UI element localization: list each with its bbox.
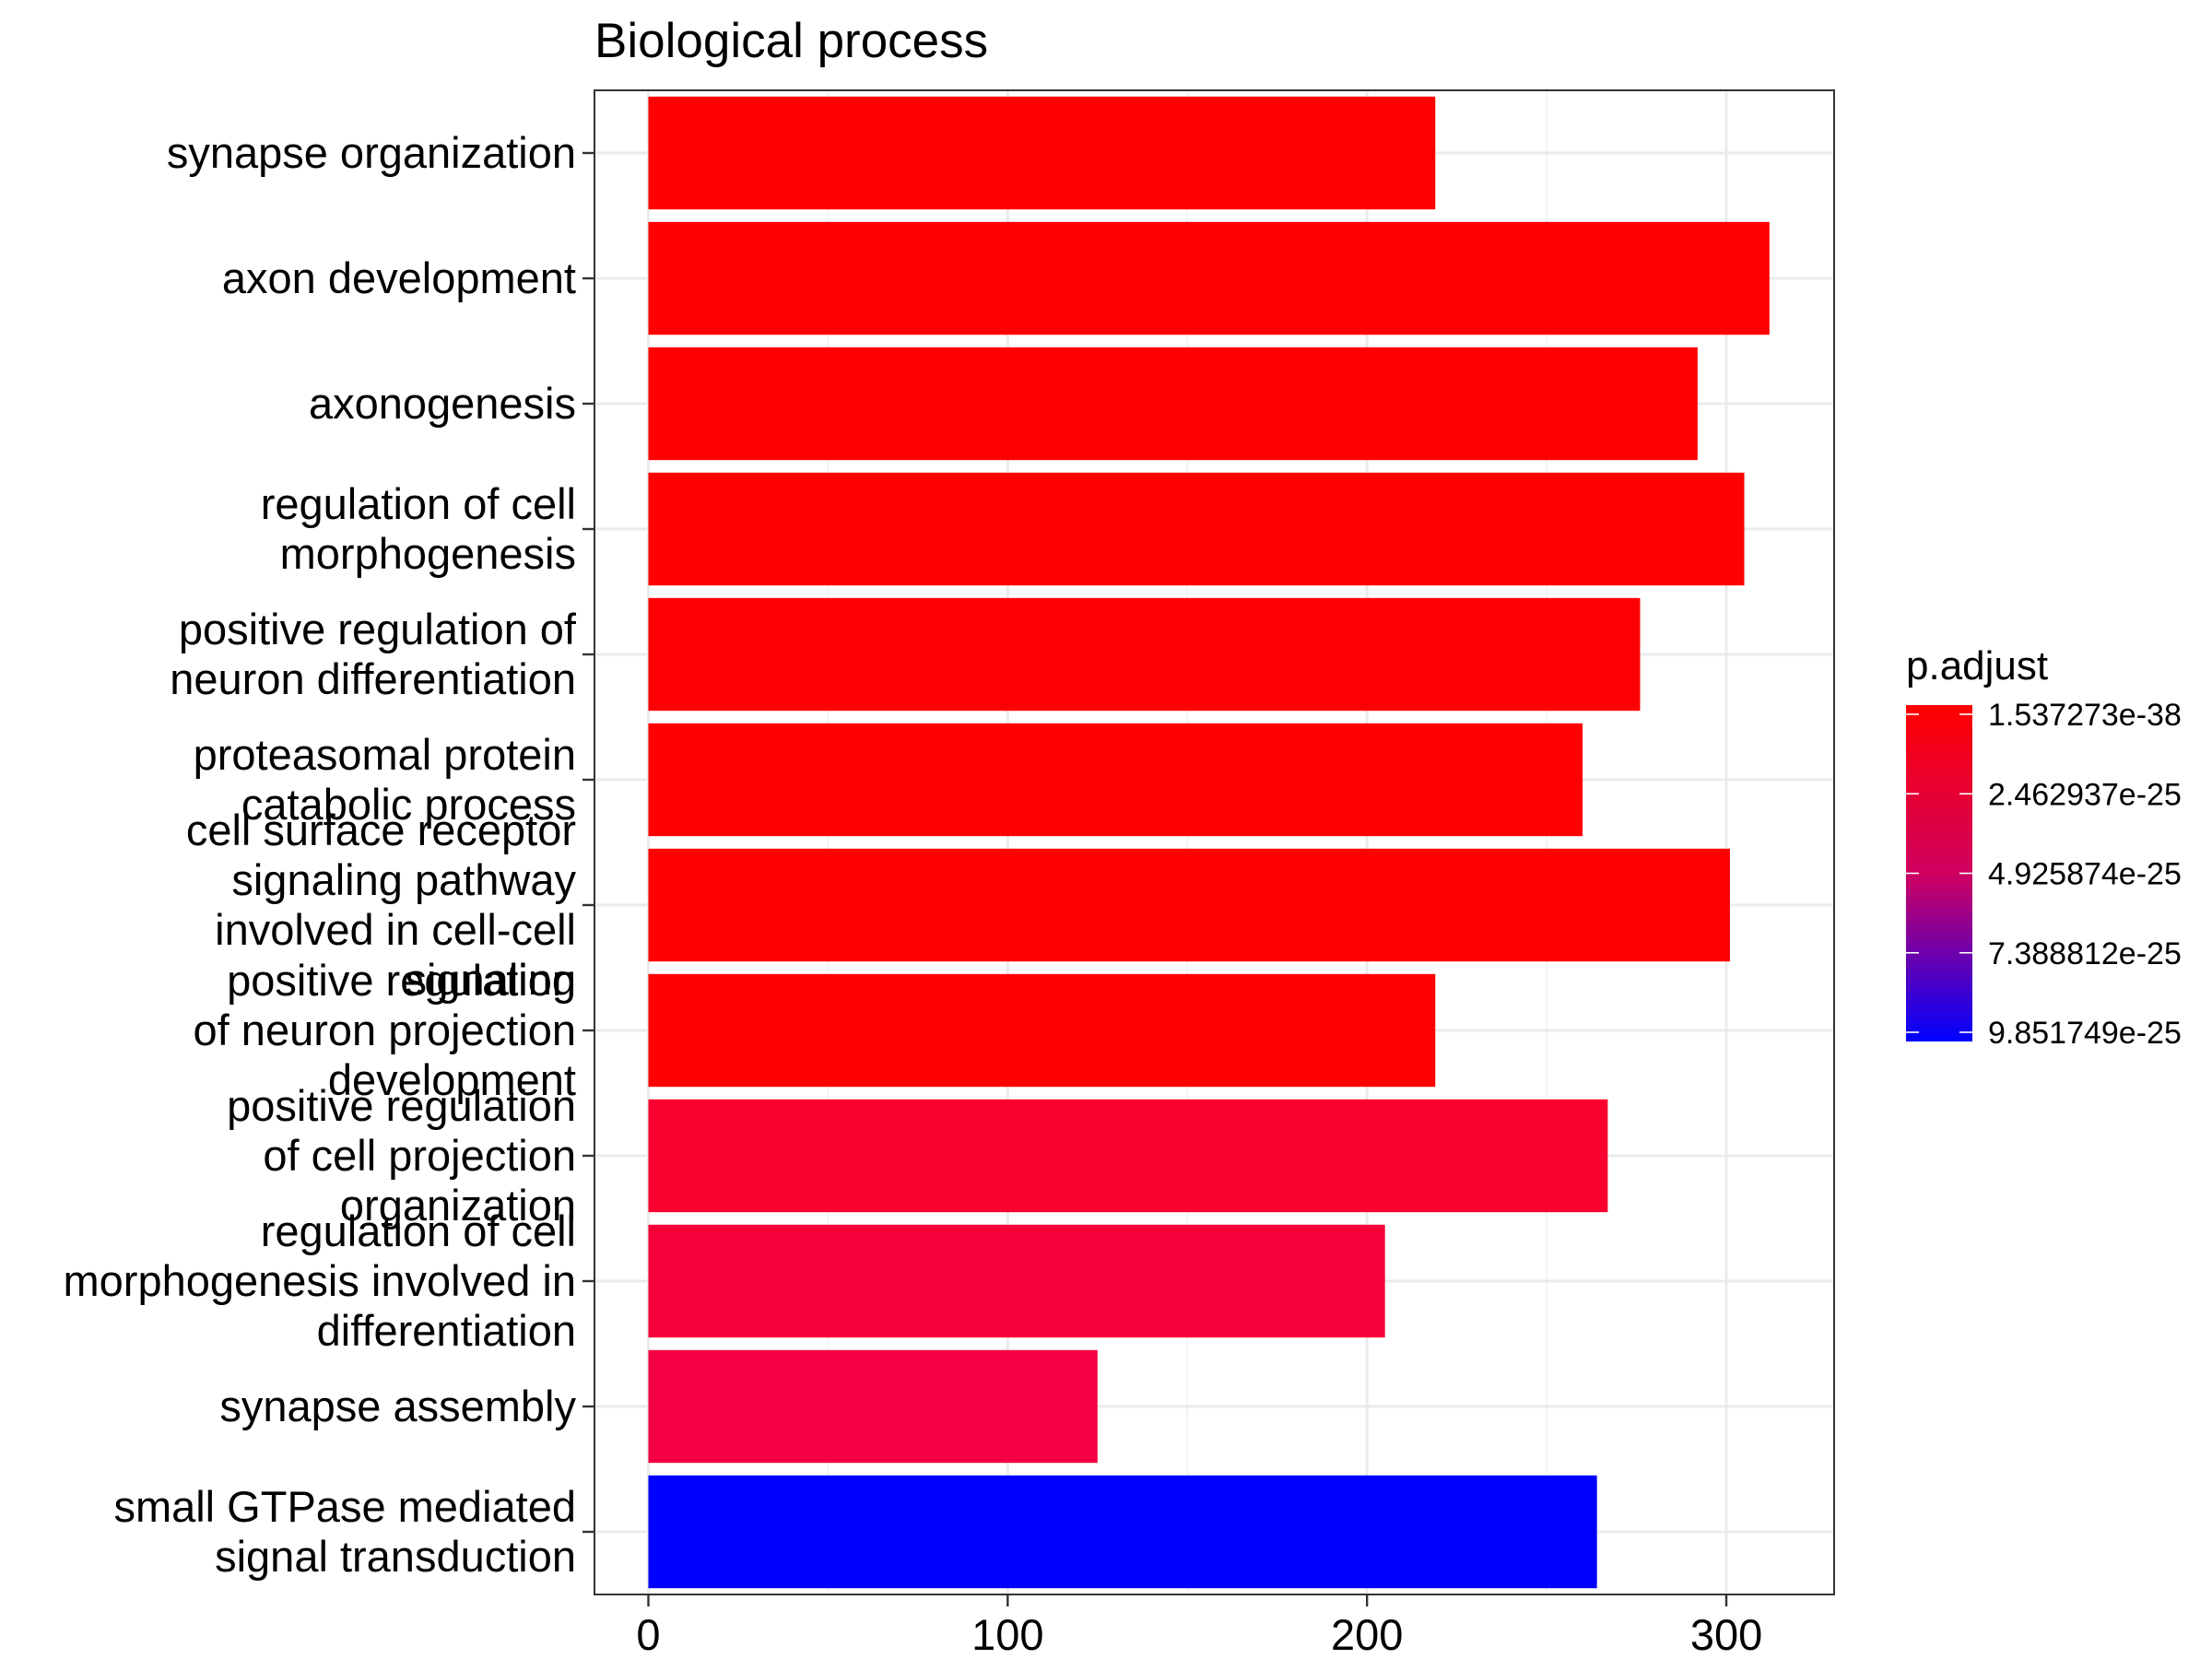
bar-2 bbox=[648, 221, 1770, 335]
y-tick-label: small GTPase mediated bbox=[113, 1482, 576, 1531]
y-tick-label: involved in cell-cell bbox=[215, 905, 576, 954]
x-tick-label: 200 bbox=[1331, 1610, 1403, 1659]
y-tick-label: development bbox=[328, 1055, 576, 1104]
y-tick-label: proteasomal protein bbox=[194, 730, 576, 779]
x-tick-label: 300 bbox=[1690, 1610, 1762, 1659]
legend-title: p.adjust bbox=[1906, 643, 2048, 688]
bar-7 bbox=[648, 848, 1730, 962]
y-tick-label: of cell projection bbox=[263, 1131, 576, 1180]
y-tick-label: positive regulation bbox=[227, 956, 576, 1005]
legend-label: 4.925874e-25 bbox=[1988, 857, 2182, 892]
y-tick-label: regulation of cell bbox=[261, 479, 576, 528]
y-tick-label: cell surface receptor bbox=[186, 806, 576, 854]
bars-layer bbox=[648, 96, 1770, 1589]
y-tick-label: synapse assembly bbox=[219, 1382, 576, 1430]
y-tick-label: axon development bbox=[222, 253, 576, 302]
x-tick-label: 0 bbox=[636, 1610, 660, 1659]
y-tick-label: of neuron projection bbox=[194, 1006, 576, 1054]
y-tick-label: morphogenesis bbox=[280, 529, 576, 578]
y-tick-label: positive regulation of bbox=[179, 605, 577, 653]
y-tick-label: catabolic process bbox=[241, 780, 576, 829]
y-axis: synapse organization axon development axon… bbox=[64, 128, 594, 1581]
y-tick-label: axonogenesis bbox=[309, 379, 576, 428]
bar-3 bbox=[648, 347, 1698, 461]
legend-label: 1.537273e-38 bbox=[1988, 698, 2182, 733]
bar-4 bbox=[648, 472, 1745, 586]
bar-8 bbox=[648, 973, 1436, 1088]
plot-panel bbox=[594, 89, 1835, 1595]
y-tick-label: regulation of cell bbox=[261, 1206, 576, 1255]
y-tick-label: signal transduction bbox=[215, 1532, 576, 1581]
y-tick-label: neuron differentiation bbox=[170, 654, 576, 703]
bar-5 bbox=[648, 597, 1641, 712]
legend: p.adjust 1.537273e-38 2.462937e-25 4.92587… bbox=[1906, 643, 2182, 1051]
panel-background bbox=[594, 90, 1834, 1594]
y-tick-label: morphogenesis involved in bbox=[64, 1256, 577, 1305]
legend-label: 9.851749e-25 bbox=[1988, 1016, 2182, 1051]
y-tick-label: signaling bbox=[405, 955, 576, 1004]
y-tick-label: synapse organization bbox=[167, 128, 576, 177]
chart-title: Biological process bbox=[594, 14, 988, 68]
bar-11 bbox=[648, 1349, 1098, 1464]
bar-10 bbox=[648, 1224, 1385, 1338]
y-tick-label: differentiation bbox=[317, 1306, 576, 1355]
legend-label: 7.388812e-25 bbox=[1988, 936, 2182, 971]
legend-label: 2.462937e-25 bbox=[1988, 777, 2182, 812]
bar-6 bbox=[648, 723, 1583, 837]
bar-9 bbox=[648, 1099, 1608, 1213]
x-axis: 0 100 200 300 bbox=[636, 1594, 1762, 1659]
y-tick-label: positive regulation bbox=[227, 1081, 576, 1130]
y-tick-label: signaling pathway bbox=[231, 855, 576, 904]
bar-12 bbox=[648, 1475, 1597, 1589]
y-tick-label: organization bbox=[340, 1181, 576, 1230]
bar-1 bbox=[648, 96, 1436, 210]
x-tick-label: 100 bbox=[971, 1610, 1043, 1659]
